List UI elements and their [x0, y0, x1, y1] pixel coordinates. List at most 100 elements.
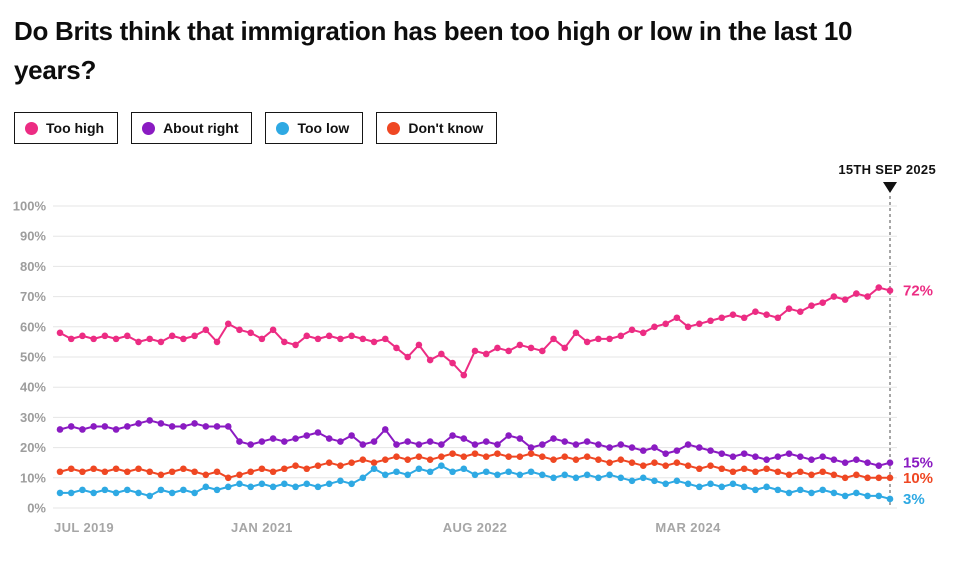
data-point: [785, 489, 793, 497]
data-point: [471, 347, 479, 355]
data-point: [281, 480, 288, 488]
legend-label-about-right: About right: [163, 120, 239, 136]
data-point: [696, 483, 703, 491]
data-point: [303, 332, 311, 340]
data-point: [449, 432, 456, 439]
data-point: [359, 441, 367, 448]
series-too-low: [56, 462, 894, 503]
data-point: [370, 338, 378, 346]
data-point: [864, 459, 871, 467]
data-point: [752, 453, 759, 460]
data-point: [460, 371, 468, 379]
data-point: [740, 314, 748, 322]
data-point: [617, 456, 625, 463]
series-about-right: [56, 417, 894, 470]
data-point: [337, 438, 344, 445]
data-point: [696, 465, 703, 473]
data-point: [662, 462, 669, 470]
data-point: [56, 468, 64, 476]
data-point: [561, 471, 569, 479]
data-point: [438, 350, 445, 358]
data-point: [561, 438, 569, 445]
data-point: [696, 444, 703, 451]
data-point: [707, 480, 714, 488]
data-point: [696, 320, 703, 328]
data-point: [213, 423, 221, 430]
series-line-too-high: [59, 286, 891, 377]
y-axis-label: 20%: [20, 440, 46, 455]
data-point: [393, 441, 400, 448]
data-point: [359, 335, 367, 343]
data-point: [740, 450, 748, 457]
data-point: [830, 456, 838, 463]
data-point: [415, 453, 423, 460]
data-point: [684, 323, 692, 331]
data-point: [370, 465, 378, 473]
data-point: [146, 335, 154, 343]
data-point: [673, 314, 681, 322]
data-point: [292, 462, 299, 470]
data-point: [269, 435, 277, 442]
data-point: [875, 462, 883, 470]
legend-item-too-high[interactable]: Too high: [14, 112, 119, 144]
legend-dot-dont-know: [387, 121, 401, 135]
data-point: [494, 471, 501, 479]
data-point: [180, 465, 187, 473]
data-point: [886, 459, 894, 467]
data-point: [482, 350, 490, 358]
data-point: [617, 441, 625, 448]
data-point: [460, 465, 468, 473]
data-point: [236, 471, 243, 479]
data-point: [628, 326, 636, 334]
immigration-trend-chart: 0% 10% 20% 30% 40% 50% 60% 70% 80% 90% 100% JUL 201…: [13, 162, 936, 535]
data-point: [258, 465, 266, 473]
legend: Too high About right Too low Don't know: [0, 90, 953, 144]
data-point: [348, 459, 355, 467]
data-point: [886, 287, 894, 294]
data-point: [404, 456, 412, 463]
data-point: [684, 480, 692, 488]
data-point: [617, 474, 625, 482]
legend-item-about-right[interactable]: About right: [131, 112, 253, 144]
legend-item-dont-know[interactable]: Don't know: [376, 112, 498, 144]
data-point: [752, 308, 759, 315]
data-point: [550, 474, 557, 482]
data-point: [763, 456, 770, 463]
data-point: [494, 441, 501, 448]
data-point: [258, 335, 266, 343]
legend-label-too-high: Too high: [46, 120, 105, 136]
data-point: [864, 492, 871, 500]
data-point: [157, 420, 165, 427]
data-point: [56, 426, 64, 433]
y-axis-label: 10%: [20, 470, 46, 485]
data-point: [123, 468, 131, 476]
data-point: [527, 450, 535, 457]
data-point: [404, 471, 412, 479]
legend-item-too-low[interactable]: Too low: [265, 112, 364, 144]
data-point: [875, 492, 883, 500]
data-point: [527, 344, 535, 352]
data-point: [191, 489, 198, 497]
data-point: [281, 338, 288, 346]
data-point: [841, 459, 849, 467]
legend-label-too-low: Too low: [297, 120, 350, 136]
data-point: [561, 344, 569, 352]
data-point: [729, 311, 737, 319]
data-point: [426, 438, 434, 445]
data-point: [785, 471, 793, 479]
data-point: [101, 332, 109, 340]
data-point: [864, 293, 871, 300]
data-point: [796, 453, 804, 460]
data-point: [247, 441, 254, 448]
x-axis-label: JAN 2021: [231, 520, 293, 535]
data-point: [325, 480, 333, 488]
data-point: [763, 483, 770, 491]
data-point: [572, 456, 580, 463]
data-point: [662, 480, 669, 488]
data-point: [785, 305, 793, 312]
data-point: [224, 320, 232, 328]
data-point: [606, 444, 613, 451]
data-point: [595, 335, 602, 343]
data-point: [718, 314, 726, 322]
